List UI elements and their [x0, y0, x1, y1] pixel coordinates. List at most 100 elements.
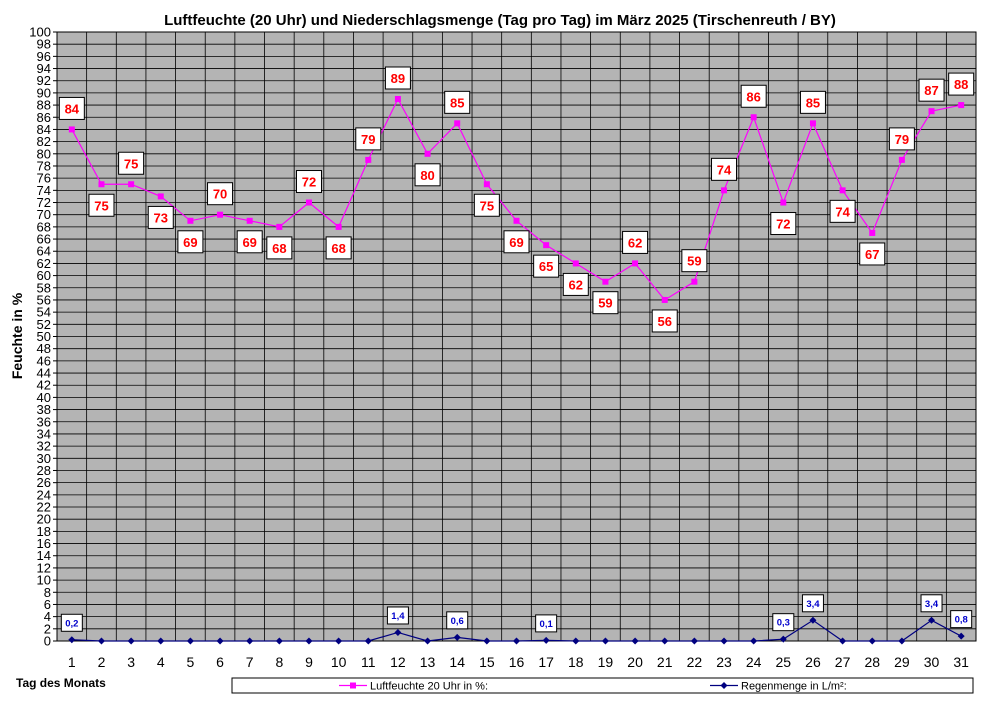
humidity-point [928, 108, 935, 115]
x-tick-label: 13 [420, 654, 436, 670]
rain-data-label-box [950, 610, 973, 629]
humidity-point [632, 260, 639, 267]
y-tick-label: 72 [37, 195, 51, 210]
humidity-data-label-box [859, 242, 886, 266]
rain-point [898, 637, 906, 645]
rain-data-label: 0,1 [540, 619, 554, 630]
y-tick-label: 20 [37, 512, 51, 527]
y-tick-label: 86 [37, 110, 51, 125]
humidity-data-label-box [740, 84, 767, 108]
humidity-data-label-box [681, 249, 708, 273]
rain-point [839, 637, 847, 645]
humidity-point [157, 193, 164, 200]
x-tick-label: 3 [127, 654, 135, 670]
x-tick-label: 17 [538, 654, 554, 670]
humidity-data-label-box [533, 254, 560, 278]
y-tick-label: 82 [37, 134, 51, 149]
y-tick-label: 44 [37, 366, 51, 381]
rain-point [453, 633, 461, 641]
legend-box [231, 677, 974, 694]
rain-data-label: 0,8 [955, 615, 968, 626]
rain-point [483, 637, 491, 645]
humidity-data-label-box [88, 193, 115, 217]
y-tick-label: 10 [37, 573, 51, 588]
y-tick-label: 84 [37, 122, 51, 137]
x-tick-label: 4 [157, 654, 165, 670]
humidity-data-label: 74 [835, 204, 850, 219]
x-tick-label: 24 [746, 654, 762, 670]
humidity-data-label: 88 [954, 77, 968, 92]
humidity-point [572, 260, 579, 267]
humidity-data-label: 73 [154, 210, 168, 225]
humidity-point [246, 217, 253, 224]
humidity-data-label: 69 [242, 235, 256, 250]
y-tick-label: 8 [44, 585, 51, 600]
rain-point [513, 637, 520, 645]
rain-point [809, 616, 817, 624]
x-tick-label: 22 [687, 654, 703, 670]
rain-point [928, 616, 936, 624]
x-tick-label: 16 [509, 654, 525, 670]
humidity-data-label-box [651, 309, 678, 333]
y-tick-label: 14 [37, 548, 51, 563]
humidity-point [335, 223, 342, 230]
y-tick-label: 54 [37, 305, 51, 320]
x-tick-label: 5 [187, 654, 195, 670]
rain-point [246, 637, 254, 645]
rain-data-label: 3,4 [806, 599, 820, 610]
humidity-data-label-box [473, 193, 500, 217]
y-tick-label: 76 [37, 171, 51, 186]
x-tick-label: 1 [68, 654, 76, 670]
y-tick-label: 2 [44, 621, 51, 636]
humidity-point [839, 187, 846, 194]
humidity-data-label: 74 [717, 162, 732, 177]
humidity-data-label: 75 [480, 198, 494, 213]
humidity-point [869, 229, 876, 236]
humidity-data-label-box [355, 127, 382, 151]
humidity-point [809, 120, 816, 127]
x-tick-label: 27 [835, 654, 851, 670]
humidity-data-label: 56 [657, 314, 671, 329]
y-tick-label: 48 [37, 341, 51, 356]
humidity-data-label: 72 [302, 175, 316, 190]
humidity-data-label: 70 [213, 187, 227, 202]
y-tick-label: 62 [37, 256, 51, 271]
rain-data-label: 3,4 [925, 599, 939, 610]
rain-point [335, 637, 343, 645]
x-tick-label: 2 [98, 654, 106, 670]
humidity-data-label: 84 [65, 101, 80, 116]
humidity-data-label-box [622, 230, 649, 254]
y-tick-label: 98 [37, 37, 51, 52]
rain-point [216, 637, 224, 645]
humidity-data-label-box [829, 199, 856, 223]
x-axis-label: Tag des Monats [16, 676, 106, 690]
x-tick-label: 29 [894, 654, 910, 670]
y-tick-label: 16 [37, 536, 51, 551]
humidity-data-label-box [384, 66, 411, 90]
y-tick-label: 50 [37, 329, 51, 344]
y-tick-label: 12 [37, 560, 51, 575]
x-tick-label: 25 [776, 654, 792, 670]
y-tick-label: 70 [37, 207, 51, 222]
y-tick-label: 52 [37, 317, 51, 332]
humidity-point [750, 114, 757, 121]
humidity-data-label: 69 [183, 235, 197, 250]
y-tick-label: 78 [37, 158, 51, 173]
y-tick-label: 68 [37, 219, 51, 234]
x-tick-label: 18 [568, 654, 584, 670]
humidity-data-label: 75 [94, 198, 108, 213]
x-tick-label: 30 [924, 654, 940, 670]
y-tick-label: 32 [37, 439, 51, 454]
y-tick-label: 4 [44, 609, 51, 624]
rain-point [957, 632, 965, 640]
rain-point [424, 637, 432, 645]
x-tick-label: 15 [479, 654, 495, 670]
y-tick-label: 90 [37, 85, 51, 100]
rain-point [157, 637, 165, 645]
x-tick-label: 10 [331, 654, 347, 670]
humidity-point [543, 242, 550, 249]
rain-point [601, 637, 609, 645]
x-tick-label: 21 [657, 654, 673, 670]
